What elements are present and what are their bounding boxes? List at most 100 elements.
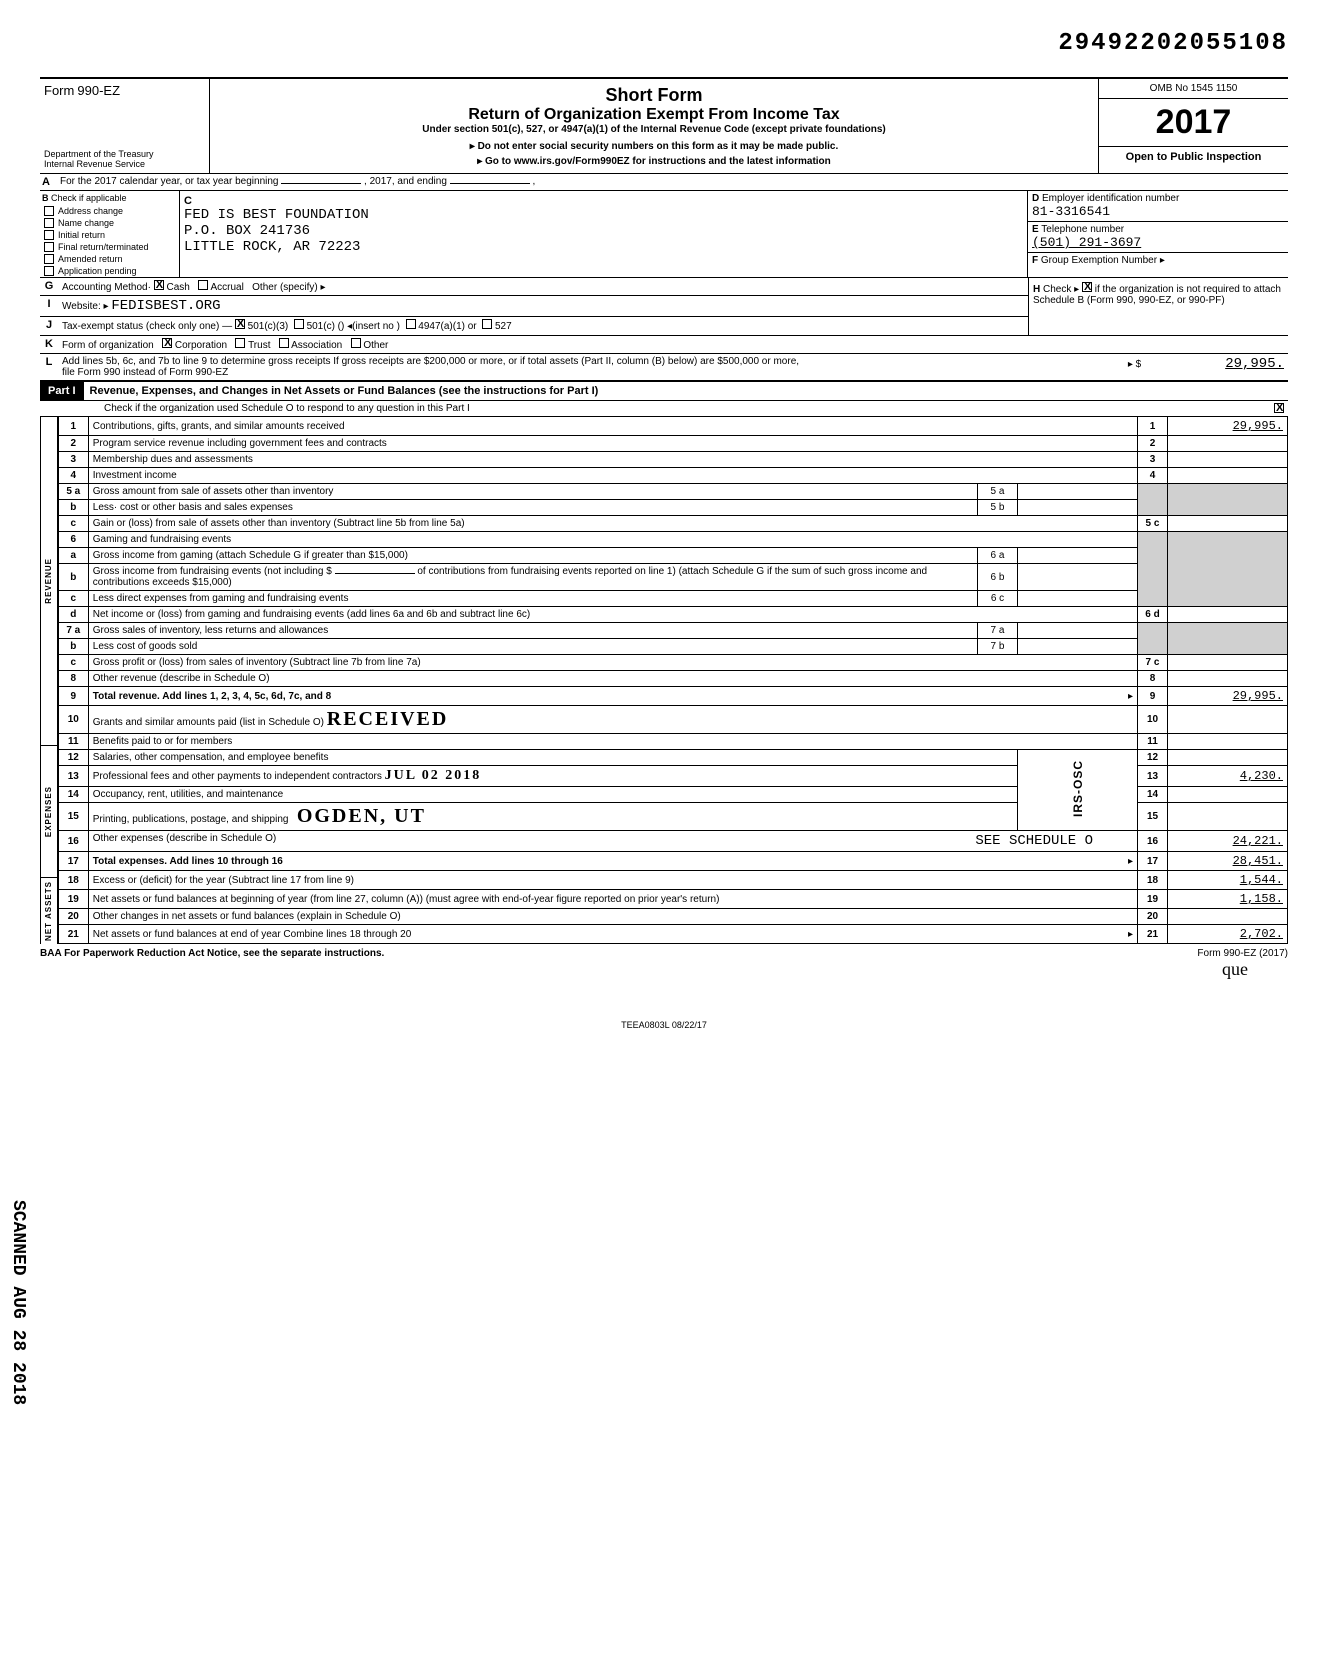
row-16: 16Other expenses (describe in Schedule O… bbox=[58, 831, 1287, 852]
row-7b: bLess cost of goods sold7 b bbox=[58, 639, 1287, 655]
row-5a-subval[interactable] bbox=[1018, 484, 1138, 500]
row-21: 21Net assets or fund balances at end of … bbox=[58, 925, 1287, 944]
row-6d-amt bbox=[1168, 607, 1288, 623]
tax-year: 2017 bbox=[1099, 99, 1288, 147]
row-5b-desc: Less· cost or other basis and sales expe… bbox=[88, 500, 977, 516]
section-f-text: Group Exemption Number bbox=[1041, 255, 1157, 266]
stamp-received: RECEIVED bbox=[327, 708, 449, 730]
section-c-label: C bbox=[184, 195, 192, 207]
chk-trust[interactable] bbox=[235, 338, 245, 348]
row-9-desc-cell: Total revenue. Add lines 1, 2, 3, 4, 5c,… bbox=[88, 687, 1137, 706]
line-k-text: Form of organization bbox=[62, 340, 154, 351]
row-5c-desc: Gain or (loss) from sale of assets other… bbox=[88, 516, 1137, 532]
row-5c-rn: 5 c bbox=[1138, 516, 1168, 532]
row-20-rn: 20 bbox=[1138, 909, 1168, 925]
website-value: FEDISBEST.ORG bbox=[111, 298, 220, 314]
line-l-value: 29,995. bbox=[1144, 356, 1284, 372]
row-21-desc-cell: Net assets or fund balances at end of ye… bbox=[88, 925, 1137, 944]
line-a-label: A bbox=[40, 174, 58, 190]
chk-corporation[interactable] bbox=[162, 338, 172, 348]
line-i-text: Website: ▸ bbox=[62, 301, 109, 312]
row-3-num: 3 bbox=[58, 452, 88, 468]
org-addr1: P.O. BOX 241736 bbox=[184, 223, 1023, 239]
row-9-arrow: ▸ bbox=[1128, 691, 1133, 702]
chk-other-form[interactable] bbox=[351, 338, 361, 348]
row-11-desc: Benefits paid to or for members bbox=[88, 734, 1137, 750]
chk-cash[interactable] bbox=[154, 280, 164, 290]
row-9-num: 9 bbox=[58, 687, 88, 706]
row-2-num: 2 bbox=[58, 436, 88, 452]
row-8-amt bbox=[1168, 671, 1288, 687]
row-11-num: 11 bbox=[58, 734, 88, 750]
row-4-rn: 4 bbox=[1138, 468, 1168, 484]
title-shortform: Short Form bbox=[216, 85, 1092, 106]
line-i: I Website: ▸ FEDISBEST.ORG bbox=[40, 296, 1028, 317]
row-6b-subval[interactable] bbox=[1018, 564, 1138, 591]
row-6a-sub: 6 a bbox=[978, 548, 1018, 564]
row-8: 8Other revenue (describe in Schedule O)8 bbox=[58, 671, 1287, 687]
form-header: Form 990-EZ Department of the Treasury I… bbox=[40, 77, 1288, 174]
phone-value: (501) 291-3697 bbox=[1032, 235, 1141, 250]
line-h: H Check ▸ if the organization is not req… bbox=[1028, 278, 1288, 335]
lbl-501c: 501(c) ( bbox=[307, 321, 341, 332]
chk-application-pending[interactable] bbox=[44, 266, 54, 276]
chk-association[interactable] bbox=[279, 338, 289, 348]
chk-501c[interactable] bbox=[294, 319, 304, 329]
row-12-rn: 12 bbox=[1138, 750, 1168, 766]
row-21-rn: 21 bbox=[1138, 925, 1168, 944]
row-3-rn: 3 bbox=[1138, 452, 1168, 468]
row-3-desc: Membership dues and assessments bbox=[88, 452, 1137, 468]
chk-schedule-o[interactable] bbox=[1274, 403, 1284, 413]
row-6b-blank[interactable] bbox=[335, 573, 415, 574]
row-9-desc: Total revenue. Add lines 1, 2, 3, 4, 5c,… bbox=[93, 691, 331, 702]
row-19-rn: 19 bbox=[1138, 890, 1168, 909]
chk-527[interactable] bbox=[482, 319, 492, 329]
part-1-title: Revenue, Expenses, and Changes in Net As… bbox=[84, 382, 605, 400]
lbl-501c-b: ) ◂(insert no ) bbox=[341, 321, 400, 332]
form-number: 990-EZ bbox=[77, 83, 120, 98]
line-a-end-field[interactable] bbox=[450, 183, 530, 184]
line-a-begin-field[interactable] bbox=[281, 183, 361, 184]
chk-schedule-b[interactable] bbox=[1082, 282, 1092, 292]
irs-osc-text: IRS-OSC bbox=[1071, 760, 1085, 817]
stamp-ogden: OGDEN, UT bbox=[297, 805, 426, 827]
lbl-trust: Trust bbox=[248, 340, 270, 351]
chk-amended-return[interactable] bbox=[44, 254, 54, 264]
chk-501c3[interactable] bbox=[235, 319, 245, 329]
row-7-amt-shade bbox=[1168, 623, 1288, 655]
chk-accrual[interactable] bbox=[198, 280, 208, 290]
row-20-desc: Other changes in net assets or fund bala… bbox=[88, 909, 1137, 925]
row-4: 4Investment income4 bbox=[58, 468, 1287, 484]
row-5a-num: 5 a bbox=[58, 484, 88, 500]
row-5a-sub: 5 a bbox=[978, 484, 1018, 500]
row-4-amt bbox=[1168, 468, 1288, 484]
line-i-label: I bbox=[40, 296, 58, 316]
row-18-amt: 1,544. bbox=[1168, 871, 1288, 890]
row-8-rn: 8 bbox=[1138, 671, 1168, 687]
row-7b-subval[interactable] bbox=[1018, 639, 1138, 655]
row-6c-subval[interactable] bbox=[1018, 591, 1138, 607]
chk-address-change[interactable] bbox=[44, 206, 54, 216]
chk-4947[interactable] bbox=[406, 319, 416, 329]
revenue-label: REVENUE bbox=[44, 558, 53, 604]
row-7c-rn: 7 c bbox=[1138, 655, 1168, 671]
title-url: ▸ Go to www.irs.gov/Form990EZ for instru… bbox=[216, 156, 1092, 167]
row-5b-subval[interactable] bbox=[1018, 500, 1138, 516]
row-7a-subval[interactable] bbox=[1018, 623, 1138, 639]
chk-initial-return[interactable] bbox=[44, 230, 54, 240]
row-7b-desc: Less cost of goods sold bbox=[88, 639, 977, 655]
row-6a-subval[interactable] bbox=[1018, 548, 1138, 564]
chk-final-return[interactable] bbox=[44, 242, 54, 252]
chk-name-change[interactable] bbox=[44, 218, 54, 228]
section-f-label: F bbox=[1032, 255, 1038, 266]
row-7c-desc: Gross profit or (loss) from sales of inv… bbox=[88, 655, 1137, 671]
section-b-label: B bbox=[42, 193, 49, 203]
row-5c-num: c bbox=[58, 516, 88, 532]
row-5c: cGain or (loss) from sale of assets othe… bbox=[58, 516, 1287, 532]
row-14-rn: 14 bbox=[1138, 787, 1168, 803]
row-6d-num: d bbox=[58, 607, 88, 623]
row-16-amt: 24,221. bbox=[1168, 831, 1288, 852]
row-6c-desc: Less direct expenses from gaming and fun… bbox=[88, 591, 977, 607]
line-l-label: L bbox=[40, 354, 58, 380]
row-1-amt: 29,995. bbox=[1168, 417, 1288, 436]
